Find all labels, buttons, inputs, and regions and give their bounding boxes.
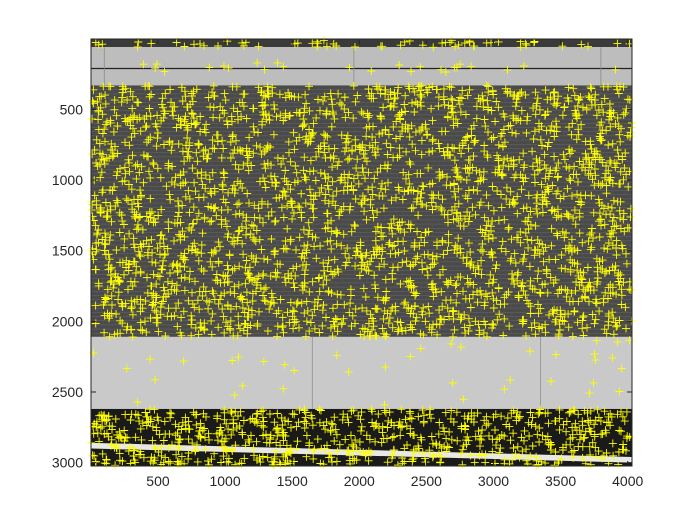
x-tick-label: 500 (146, 473, 170, 489)
y-tick-label: 3000 (52, 455, 83, 471)
top-dark-strip (91, 39, 632, 47)
image-layer (87, 36, 636, 470)
x-tick-label: 2000 (344, 473, 375, 489)
y-axis-ticks: 500 1000 1500 2000 2500 3000 (52, 101, 632, 471)
feature-marker-cluster (87, 81, 636, 341)
feature-marker-cluster (91, 36, 634, 52)
feature-marker-cluster (89, 333, 634, 409)
x-tick-label: 3500 (545, 473, 576, 489)
concrete-wall-band (91, 336, 632, 409)
feature-marker-cluster (87, 405, 634, 470)
x-tick-label: 1500 (277, 473, 308, 489)
y-tick-label: 500 (60, 101, 84, 117)
y-tick-label: 2000 (52, 313, 83, 329)
x-tick-label: 2500 (411, 473, 442, 489)
axes-box (90, 38, 633, 467)
x-tick-label: 1000 (209, 473, 240, 489)
feature-markers (87, 36, 636, 470)
y-tick-label: 1000 (52, 172, 83, 188)
road-white-line (91, 442, 632, 463)
x-axis-ticks: 500 1000 1500 2000 2500 3000 3500 4000 (146, 39, 643, 489)
y-tick-label: 1500 (52, 243, 83, 259)
feature-marker-cluster (139, 58, 620, 76)
x-tick-label: 4000 (612, 473, 643, 489)
x-tick-label: 3000 (478, 473, 509, 489)
y-tick-label: 2500 (52, 384, 83, 400)
